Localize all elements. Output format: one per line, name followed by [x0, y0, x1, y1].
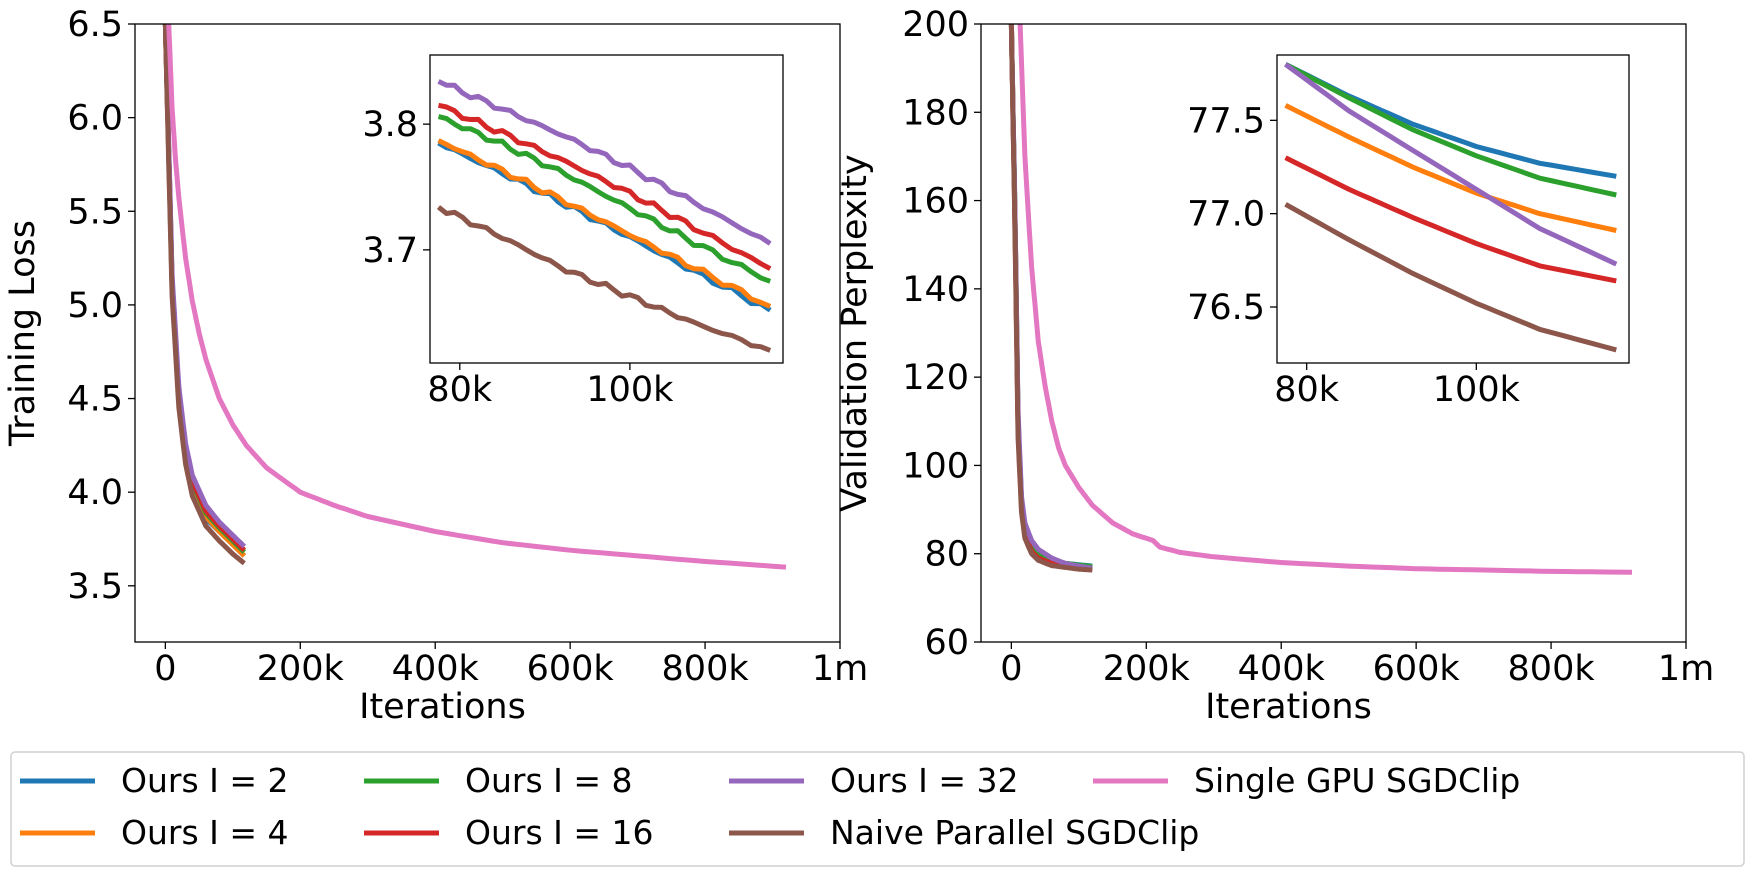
legend-label-ours-i-16: Ours I = 16 [465, 813, 654, 852]
left-inset-line-ours-i-32 [437, 79, 772, 246]
right-inset-xtick-label: 100k [1433, 370, 1521, 410]
right-axes-frame [980, 23, 1687, 643]
right-ytick-label: 120 [902, 358, 969, 398]
legend-label-ours-i-4: Ours I = 4 [121, 813, 289, 852]
right-inset-line-ours-i-4 [1284, 103, 1617, 233]
left-line-ours-i-4 [162, 24, 247, 558]
right-ytick-label: 100 [902, 446, 969, 486]
legend-label-ours-i-8: Ours I = 8 [465, 761, 633, 800]
left-ytick-label: 6.5 [67, 5, 123, 45]
right-inset-ytick-label: 77.0 [1187, 195, 1265, 235]
right-inset-ytick-label: 77.5 [1187, 101, 1265, 141]
left-inset-line-ours-i-4 [437, 138, 772, 309]
left-ytick-label: 5.0 [67, 286, 123, 326]
legend-label-ours-i-2: Ours I = 2 [121, 761, 289, 800]
left-inset-line-ours-i-16 [437, 102, 772, 271]
right-ytick-label: 180 [902, 93, 969, 133]
left-inset-xtick-label: 100k [586, 370, 674, 410]
right-line-naive-parallel-sgdclip [1008, 24, 1093, 573]
right-inset-line-ours-i-32 [1284, 62, 1618, 267]
right-inset-line-ours-i-16 [1284, 155, 1617, 284]
left-xtick-label: 200k [257, 649, 345, 689]
legend-label-ours-i-32: Ours I = 32 [830, 761, 1019, 800]
right-inset-line-naive-parallel-sgdclip [1284, 202, 1617, 353]
left-line-naive-parallel-sgdclip [162, 24, 246, 566]
right-inset-line-ours-i-8 [1284, 62, 1617, 198]
left-xtick-label: 800k [662, 649, 750, 689]
left-xtick-label: 1m [812, 649, 868, 689]
left-ytick-label: 6.0 [67, 99, 123, 139]
left-inset-line-naive-parallel-sgdclip [436, 205, 772, 353]
right-ytick-label: 200 [902, 5, 969, 45]
training-loss-panel: 0 200k 400k 600k 800k 1m 3.5 4.0 4.5 5.0 5.5 6.0 6.5… [3, 5, 868, 727]
legend-label-naive-parallel-sgdclip: Naive Parallel SGDClip [830, 813, 1199, 852]
legend-label-single-gpu-sgdclip: Single GPU SGDClip [1194, 761, 1520, 800]
right-y-axis-label: Validation Perplexity [835, 154, 875, 511]
right-ytick-label: 80 [924, 535, 969, 575]
left-inset-line-ours-i-8 [437, 114, 772, 284]
left-ytick-label: 5.5 [67, 192, 123, 232]
left-ytick-label: 4.5 [67, 380, 123, 420]
legend: Ours I = 2 Ours I = 4 Ours I = 8 Ours I = 1… [10, 751, 1745, 867]
left-ytick-label: 4.0 [67, 473, 123, 513]
right-inset-frame [1276, 54, 1630, 364]
left-inset-xtick-label: 80k [427, 370, 493, 410]
left-x-axis-label: Iterations [359, 687, 526, 727]
left-xtick-label: 400k [392, 649, 480, 689]
right-line-single-gpu-sgdclip [1017, 24, 1633, 575]
left-xtick-label: 0 [154, 649, 176, 689]
left-inset-ytick-label: 3.7 [362, 231, 418, 271]
left-inset-ytick-label: 3.8 [362, 105, 418, 145]
right-xtick-label: 1m [1658, 649, 1714, 689]
left-line-ours-i-32 [162, 24, 247, 549]
validation-perplexity-panel: 0 200k 400k 600k 800k 1m 60 80 100 120 140 160 180 20… [835, 5, 1714, 727]
right-ytick-label: 160 [902, 182, 969, 222]
left-y-axis-label: Training Loss [3, 220, 43, 447]
right-x-axis-label: Iterations [1205, 687, 1372, 727]
right-xtick-label: 200k [1103, 649, 1191, 689]
right-xtick-label: 800k [1508, 649, 1596, 689]
left-line-single-gpu-sgdclip [166, 24, 787, 570]
right-xtick-label: 600k [1373, 649, 1461, 689]
right-inset-background [1277, 55, 1629, 363]
left-line-ours-i-8 [162, 24, 247, 554]
right-ytick-label: 140 [902, 270, 969, 310]
legend-frame [10, 751, 1745, 867]
left-ytick-label: 3.5 [67, 567, 123, 607]
left-xtick-label: 600k [527, 649, 615, 689]
left-inset-frame [429, 54, 784, 364]
left-line-ours-i-2 [162, 24, 247, 558]
right-ytick-label: 60 [924, 623, 969, 663]
left-axes-frame [134, 23, 841, 643]
right-inset-xtick-label: 80k [1274, 370, 1340, 410]
right-inset-ytick-label: 76.5 [1187, 288, 1265, 328]
right-xtick-label: 0 [1000, 649, 1022, 689]
left-line-ours-i-16 [162, 24, 247, 553]
right-xtick-label: 400k [1238, 649, 1326, 689]
